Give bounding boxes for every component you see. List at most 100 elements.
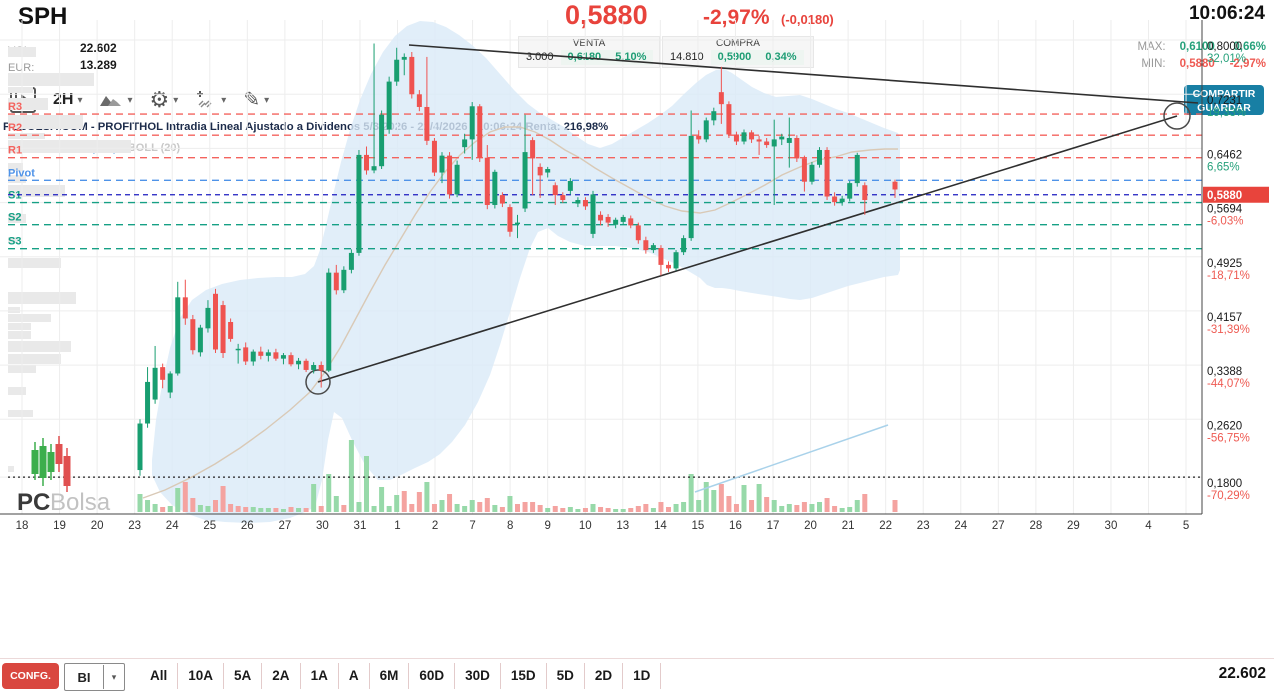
- min-label: MIN:: [1141, 58, 1166, 70]
- x-axis-label: 7: [469, 520, 475, 532]
- current-price-badge-text: 0,5880: [1207, 190, 1242, 202]
- config-button[interactable]: CONFG.: [2, 663, 59, 689]
- max-value: 0,6100: [1179, 41, 1215, 53]
- y-axis-percent: -31,39%: [1207, 324, 1250, 336]
- period-button-1D[interactable]: 1D: [623, 663, 662, 689]
- y-axis-price: 0,6462: [1207, 149, 1242, 161]
- x-axis-label: 13: [616, 520, 629, 532]
- max-row: MAX: 0,6100 0,66%: [1132, 41, 1266, 53]
- y-axis-price: 0,5694: [1207, 204, 1243, 216]
- change-percent: -2,97%: [703, 6, 770, 29]
- pivot-label-R3: R3: [8, 101, 22, 113]
- period-button-15D[interactable]: 15D: [501, 663, 547, 689]
- x-axis-label: 8: [507, 520, 513, 532]
- y-axis-percent: 19,33%: [1207, 107, 1246, 119]
- chevron-down-icon: ▾: [103, 665, 124, 689]
- x-axis-label: 24: [166, 520, 179, 532]
- x-axis-label: 27: [992, 520, 1005, 532]
- x-axis-label: 5: [1183, 520, 1189, 532]
- x-axis-label: 15: [692, 520, 705, 532]
- x-axis-label: 28: [1029, 520, 1042, 532]
- bid-title: COMPRA: [716, 38, 760, 49]
- period-button-6M[interactable]: 6M: [370, 663, 410, 689]
- period-button-A[interactable]: A: [339, 663, 370, 689]
- min-percent: -2,97%: [1229, 58, 1266, 70]
- x-axis-label: 1: [394, 520, 400, 532]
- pivot-label-R2: R2: [8, 122, 22, 134]
- pivot-label-S1: S1: [8, 190, 21, 202]
- x-axis-label: 26: [241, 520, 254, 532]
- x-axis-label: 23: [917, 520, 930, 532]
- watermark-bolsa: Bolsa: [50, 489, 111, 516]
- x-axis-label: 20: [91, 520, 104, 532]
- chart-type-selector[interactable]: ▾: [95, 90, 136, 110]
- candlesticks: [137, 43, 898, 476]
- chevron-down-icon: ▾: [173, 94, 179, 106]
- pcbolsa-logo: PC Bolsa: [17, 436, 111, 516]
- aux-trendline: [694, 424, 889, 493]
- footer-volume-value: 22.602: [1218, 665, 1266, 682]
- watermark-pc: PC: [17, 489, 50, 516]
- x-axis-label: 19: [53, 520, 66, 532]
- volume-profile-bars: [8, 47, 131, 472]
- bid-book-box: COMPRA 14.810 0,5900 0,34%: [662, 36, 814, 68]
- period-button-1A[interactable]: 1A: [301, 663, 339, 689]
- period-button-5A[interactable]: 5A: [224, 663, 263, 689]
- x-axis-label: 30: [1105, 520, 1118, 532]
- period-button-30D[interactable]: 30D: [455, 663, 501, 689]
- last-price: 0,5880: [565, 0, 648, 30]
- y-axis-price: 0,8000: [1207, 41, 1242, 53]
- timeframe-selector[interactable]: 2H ▾: [49, 91, 86, 109]
- max-label: MAX:: [1137, 41, 1166, 53]
- trendline-anchor-circle[interactable]: [305, 369, 331, 395]
- x-axis-label: 27: [278, 520, 291, 532]
- y-axis-price: 0,4157: [1207, 312, 1242, 324]
- x-axis-label: 30: [316, 520, 329, 532]
- x-axis-label: 16: [729, 520, 742, 532]
- trendline-anchor-circle[interactable]: [1163, 102, 1191, 130]
- period-button-60D[interactable]: 60D: [409, 663, 456, 689]
- chevron-down-icon: ▾: [127, 94, 133, 106]
- y-axis-price: 0,7231: [1207, 95, 1242, 107]
- x-axis-label: 25: [203, 520, 216, 532]
- min-row: MIN: 0,5880 -2,97%: [1132, 58, 1266, 70]
- index-selector-dropdown[interactable]: BI ▾: [64, 663, 125, 691]
- bid-price: 0,5900: [710, 50, 759, 65]
- x-axis-label: 2: [432, 520, 438, 532]
- x-axis-label: 18: [16, 520, 29, 532]
- current-price-badge: [1203, 186, 1269, 203]
- min-value: 0,5880: [1179, 58, 1215, 70]
- eur-stat-value: 13.289: [80, 58, 117, 72]
- pivot-label-S2: S2: [8, 212, 21, 224]
- period-button-10A[interactable]: 10A: [178, 663, 225, 689]
- chevron-down-icon: ▾: [221, 94, 227, 106]
- x-axis-label: 24: [954, 520, 967, 532]
- change-absolute: (-0,0180): [781, 12, 834, 27]
- x-axis-label: 22: [879, 520, 892, 532]
- bottom-toolbar: CONFG. BI ▾ All 10A 5A 2A 1A A 6M 60D 30D 15D 5D 2D…: [0, 658, 1274, 693]
- chart-type-icon: [100, 96, 122, 106]
- x-axis-label: 23: [128, 520, 141, 532]
- x-axis-label: 21: [842, 520, 855, 532]
- volume-histogram: [137, 440, 898, 512]
- sma-line: [142, 126, 898, 499]
- period-button-2D[interactable]: 2D: [585, 663, 624, 689]
- pivot-label-Pivot: Pivot: [8, 167, 35, 179]
- chevron-down-icon: ▾: [77, 94, 83, 106]
- y-axis-price: 0,1800: [1207, 478, 1242, 490]
- y-axis-percent: -6,03%: [1207, 216, 1243, 228]
- y-axis-price: 0,3388: [1207, 366, 1242, 378]
- eur-stat-label: EUR:: [8, 62, 35, 74]
- axes: 18 19 20 23 24 25 26 27 30 31 1 2 7 8 9 10 13 14 15 16 17 20 2…: [0, 20, 1269, 532]
- period-button-5D[interactable]: 5D: [547, 663, 585, 689]
- period-button-2A[interactable]: 2A: [262, 663, 301, 689]
- pivot-label-S3: S3: [8, 236, 21, 248]
- volume-stat-value: 22.602: [80, 41, 117, 55]
- session-time: 10:06:24: [1188, 3, 1265, 24]
- max-percent: 0,66%: [1233, 41, 1266, 53]
- save-label: GUARDAR: [1197, 102, 1251, 115]
- period-button-All[interactable]: All: [140, 663, 179, 689]
- share-save-button[interactable]: COMPARTIR GUARDAR: [1184, 85, 1264, 115]
